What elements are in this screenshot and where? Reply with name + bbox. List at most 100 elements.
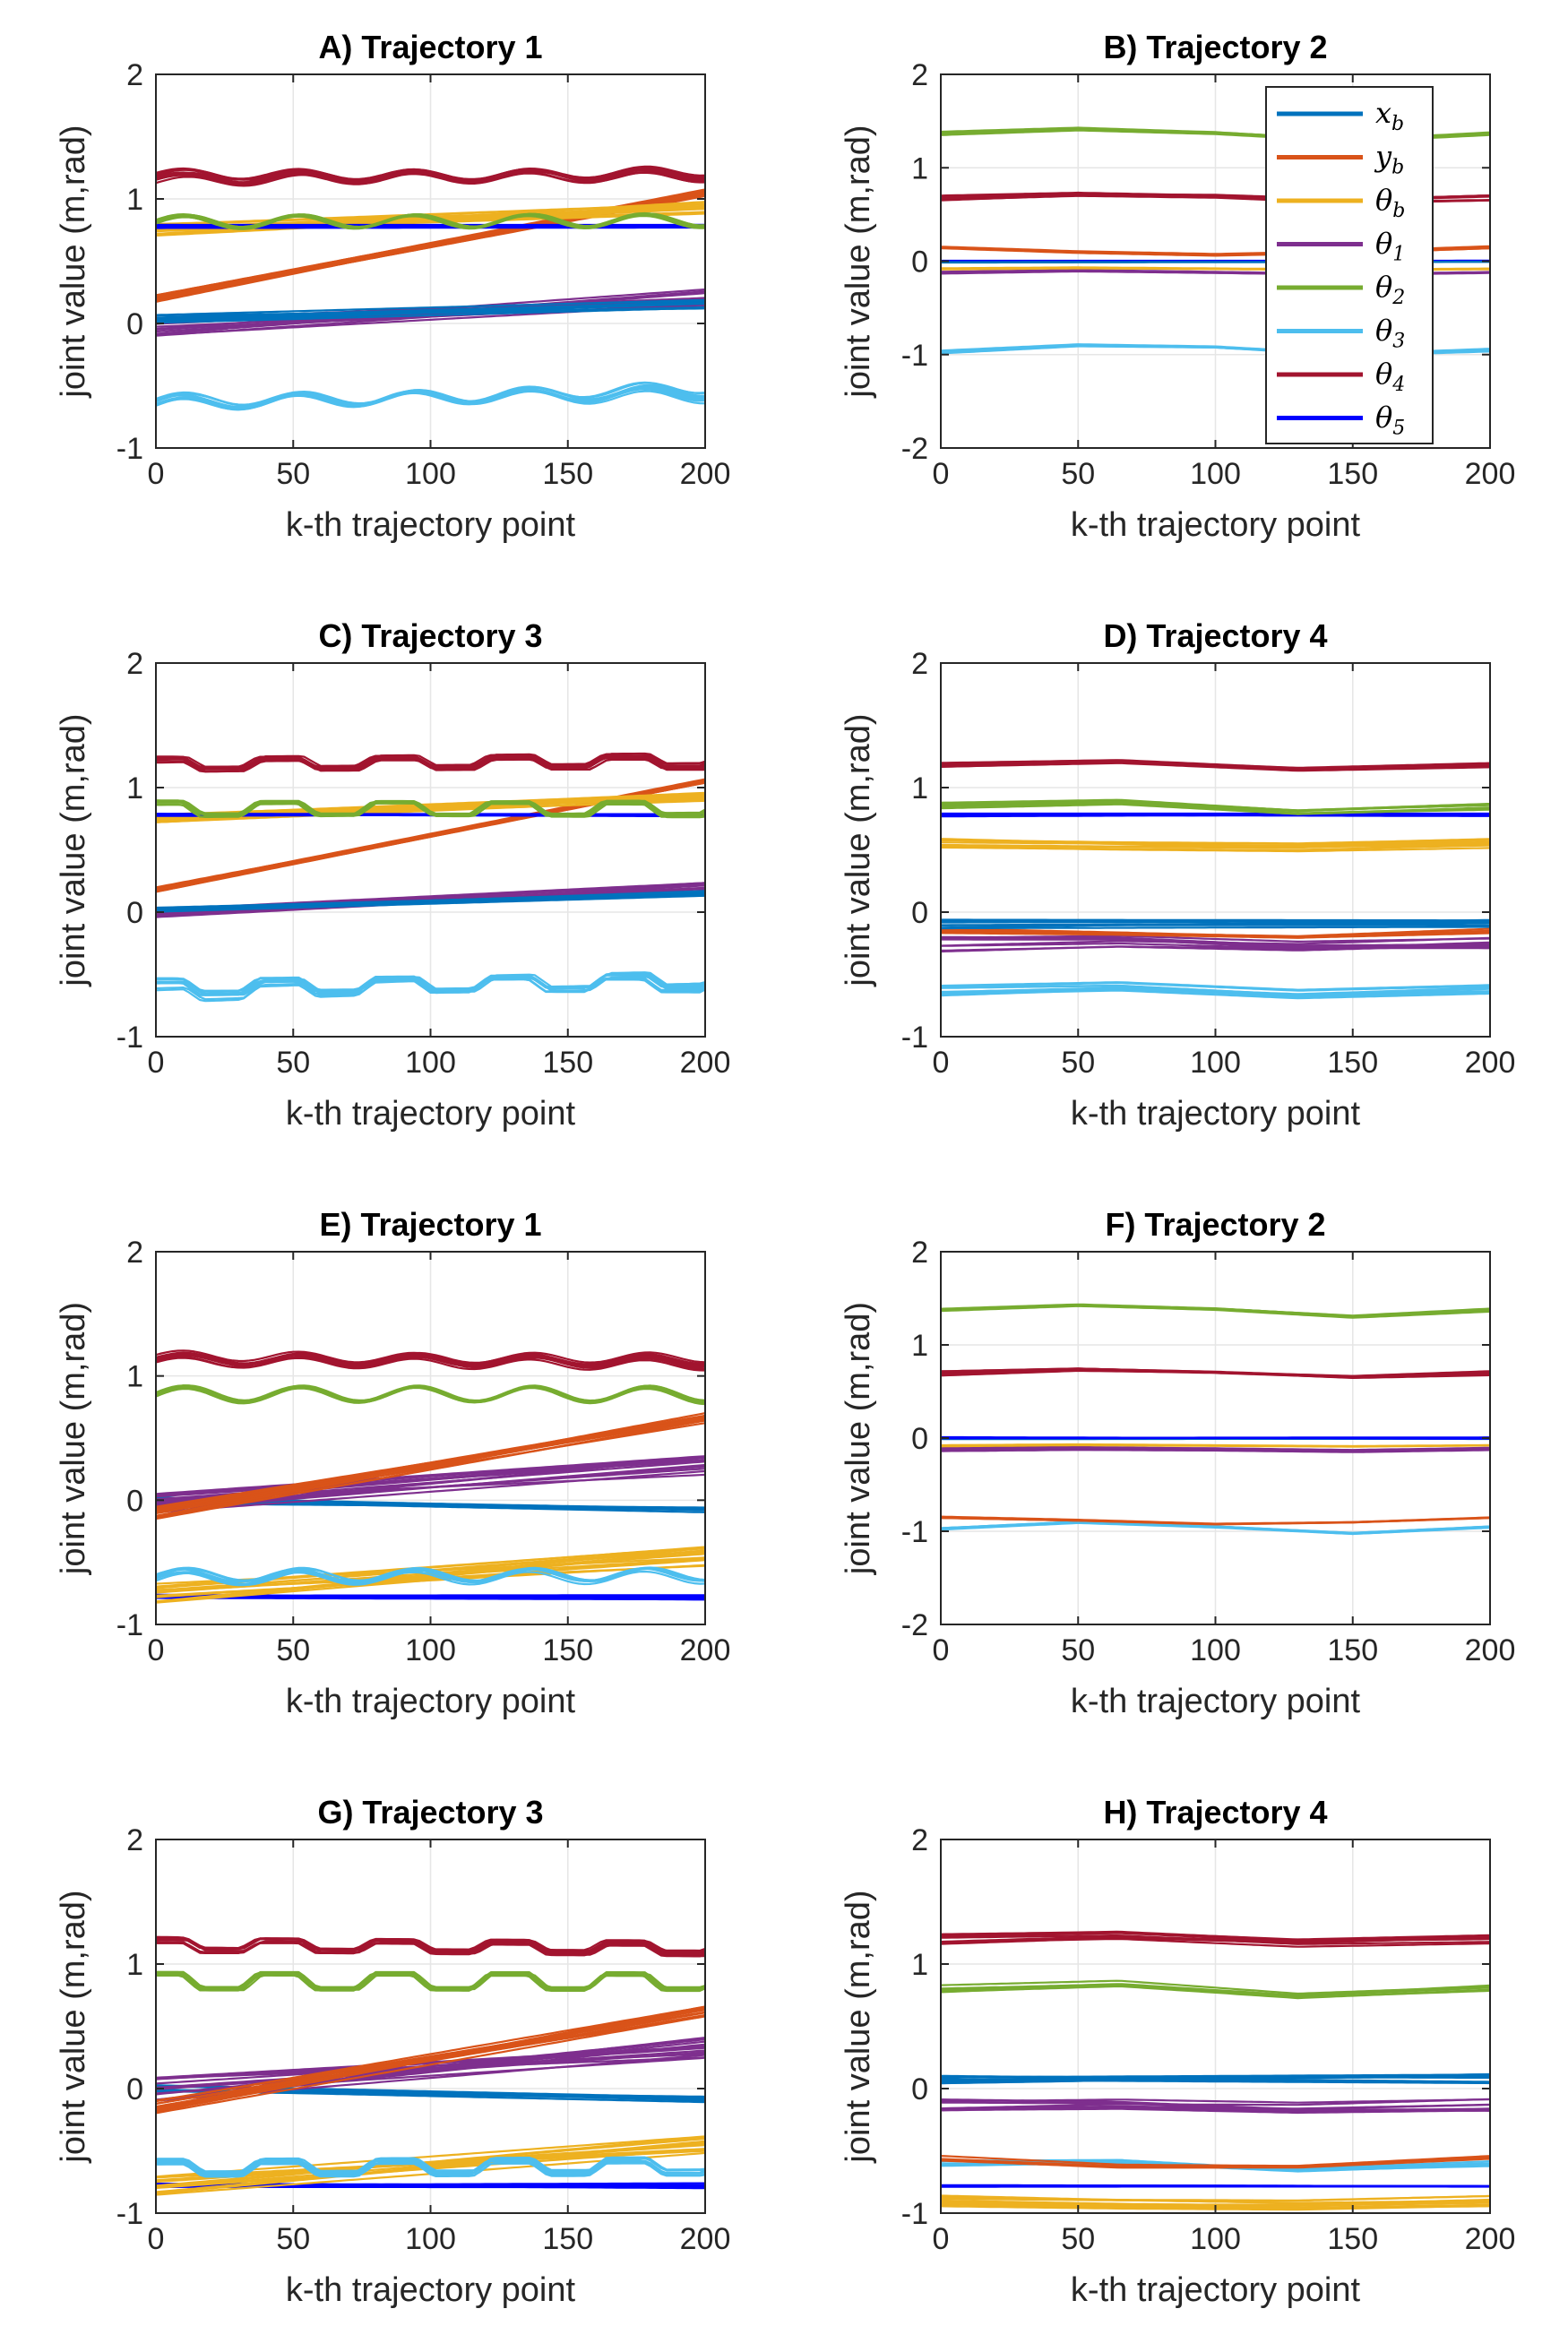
x-tick-label: 150 bbox=[542, 1633, 593, 1667]
y-tick-label: 2 bbox=[911, 1823, 928, 1857]
series-line bbox=[941, 2155, 1490, 2168]
legend-label-base: θ bbox=[1375, 270, 1392, 304]
x-tick-label: 150 bbox=[1327, 1046, 1378, 1080]
y-tick-label: 1 bbox=[126, 1360, 143, 1394]
legend-label: θ4 bbox=[1375, 357, 1405, 396]
series-line bbox=[156, 171, 705, 184]
x-tick-label: 0 bbox=[148, 1633, 165, 1667]
series-line bbox=[941, 2198, 1490, 2206]
legend-item-theta-4: θ4 bbox=[1277, 357, 1405, 396]
legend-label: θb bbox=[1375, 183, 1405, 222]
y-tick-label: 0 bbox=[911, 2072, 928, 2106]
y-tick-label: 0 bbox=[911, 896, 928, 930]
y-axis-label: joint value (m,rad) bbox=[840, 1890, 877, 2163]
series-line bbox=[156, 298, 705, 316]
series-line bbox=[941, 919, 1490, 923]
legend-label-base: θ bbox=[1375, 183, 1392, 217]
y-tick-label: 0 bbox=[126, 307, 143, 341]
series-theta-5 bbox=[941, 2184, 1490, 2188]
x-tick-label: 0 bbox=[933, 1046, 950, 1080]
legend-item-x-b: xb bbox=[1277, 96, 1404, 135]
series-line bbox=[156, 801, 705, 819]
legend-label-sub: 2 bbox=[1391, 287, 1405, 309]
series-theta-4 bbox=[156, 752, 705, 773]
x-tick-label: 150 bbox=[1327, 457, 1378, 491]
legend-label: θ3 bbox=[1375, 314, 1405, 353]
legend-label: θ2 bbox=[1375, 270, 1405, 309]
y-tick-label: 2 bbox=[126, 1236, 143, 1270]
x-tick-label: 50 bbox=[1061, 1046, 1095, 1080]
legend-label-base: θ bbox=[1375, 401, 1392, 435]
series-line bbox=[941, 1369, 1490, 1379]
series-group bbox=[941, 759, 1490, 1000]
y-tick-label: -1 bbox=[116, 1608, 143, 1642]
series-line bbox=[156, 891, 705, 910]
series-line bbox=[156, 1422, 705, 1514]
series-theta-2 bbox=[941, 798, 1490, 815]
series-x-b bbox=[941, 918, 1490, 930]
series-line bbox=[156, 1972, 705, 1992]
series-line bbox=[156, 2005, 705, 2111]
legend-label-base: y bbox=[1374, 140, 1392, 174]
series-line bbox=[156, 1353, 705, 1368]
series-line bbox=[156, 1414, 705, 1511]
series-line bbox=[156, 2015, 705, 2115]
series-group bbox=[156, 1935, 705, 2196]
x-tick-label: 200 bbox=[680, 2222, 731, 2256]
x-tick-label: 200 bbox=[1465, 457, 1516, 491]
series-theta-b bbox=[941, 838, 1490, 853]
legend-label-base: θ bbox=[1375, 314, 1392, 348]
x-tick-label: 150 bbox=[542, 2222, 593, 2256]
x-axis-label: k-th trajectory point bbox=[286, 1095, 576, 1133]
y-axis-label: joint value (m,rad) bbox=[55, 1302, 92, 1575]
legend-label-sub: b bbox=[1391, 113, 1404, 135]
series-theta-1 bbox=[941, 2098, 1490, 2115]
series-theta-3 bbox=[156, 971, 705, 1003]
legend-label: θ5 bbox=[1375, 401, 1405, 440]
series-theta-4 bbox=[941, 759, 1490, 772]
series-line bbox=[941, 841, 1490, 849]
y-tick-label: 2 bbox=[126, 647, 143, 681]
y-tick-label: 1 bbox=[126, 1948, 143, 1982]
legend-label: θ1 bbox=[1375, 227, 1405, 266]
series-line bbox=[941, 2107, 1490, 2115]
series-theta-3 bbox=[941, 981, 1490, 1000]
series-group bbox=[941, 1303, 1490, 1536]
series-line bbox=[941, 2075, 1490, 2085]
series-line bbox=[156, 387, 705, 410]
series-line bbox=[156, 1556, 705, 1604]
legend-label-sub: 1 bbox=[1392, 244, 1405, 266]
legend-label-sub: b bbox=[1392, 200, 1405, 222]
series-line bbox=[156, 1941, 705, 1954]
series-line bbox=[941, 921, 1490, 926]
y-tick-label: 1 bbox=[126, 183, 143, 217]
panel-title: H) Trajectory 4 bbox=[1103, 1794, 1327, 1831]
series-theta-5 bbox=[156, 2182, 705, 2190]
x-tick-label: 50 bbox=[276, 1046, 310, 1080]
y-tick-label: -1 bbox=[901, 339, 928, 373]
y-tick-label: -1 bbox=[116, 2197, 143, 2231]
series-line bbox=[156, 1419, 705, 1521]
legend-label-base: x bbox=[1375, 96, 1391, 130]
series-line bbox=[941, 1449, 1490, 1453]
series-y-b bbox=[941, 1515, 1490, 1526]
legend-label-base: θ bbox=[1375, 357, 1392, 391]
y-tick-label: 1 bbox=[911, 151, 928, 185]
x-tick-label: 100 bbox=[1190, 457, 1241, 491]
x-tick-label: 100 bbox=[405, 2222, 456, 2256]
panel-title: B) Trajectory 2 bbox=[1103, 29, 1327, 65]
series-x-b bbox=[156, 890, 705, 913]
series-line bbox=[156, 1385, 705, 1404]
series-line bbox=[156, 755, 705, 770]
x-tick-label: 150 bbox=[1327, 2222, 1378, 2256]
y-tick-label: 0 bbox=[911, 1422, 928, 1456]
y-tick-label: -1 bbox=[116, 432, 143, 466]
series-theta-4 bbox=[156, 1349, 705, 1372]
series-y-b bbox=[156, 1412, 705, 1521]
series-line bbox=[156, 973, 705, 995]
series-theta-b bbox=[941, 1443, 1490, 1448]
panel-title: G) Trajectory 3 bbox=[317, 1794, 543, 1831]
legend-label-sub: 4 bbox=[1391, 374, 1405, 396]
